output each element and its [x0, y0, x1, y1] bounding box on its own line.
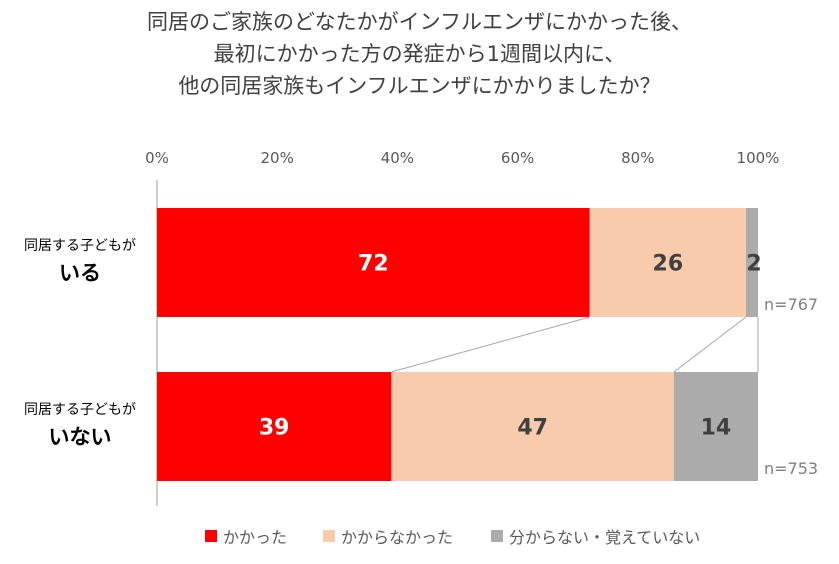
- bar-segment: [589, 208, 746, 317]
- legend-label: かからなかった: [341, 528, 453, 547]
- legend-label: 分からない・覚えていない: [509, 528, 700, 547]
- data-label: 39: [259, 416, 290, 441]
- data-label: 26: [653, 252, 684, 277]
- data-label: 72: [358, 252, 389, 277]
- data-label: 2: [746, 252, 761, 277]
- bar-segment: [391, 372, 674, 481]
- bar-segment: [745, 208, 758, 317]
- category-label-line2: いる: [59, 261, 101, 285]
- legend-swatch: [323, 530, 335, 542]
- bar-segment: [157, 372, 392, 481]
- x-tick-label: 60%: [501, 149, 534, 167]
- x-tick-label: 80%: [621, 149, 654, 167]
- x-tick-label: 40%: [381, 149, 414, 167]
- legend-label: かかった: [223, 528, 287, 547]
- series-connector-line: [673, 316, 747, 373]
- bar-segment: [673, 372, 758, 481]
- title-line-1: 同居のご家族のどなたかがインフルエンザにかかった後、: [147, 10, 692, 34]
- x-tick-label: 0%: [145, 149, 169, 167]
- category-label-line1: 同居する子どもが: [24, 402, 136, 418]
- x-tick-label: 20%: [261, 149, 294, 167]
- title-line-3: 他の同居家族もインフルエンザにかかりましたか？: [178, 74, 661, 98]
- legend-swatch: [491, 530, 503, 542]
- data-label: 47: [517, 416, 548, 441]
- category-label-line2: いない: [49, 425, 112, 449]
- data-label: 14: [701, 416, 732, 441]
- sample-size-label: n=753: [764, 459, 818, 478]
- title-line-2: 最初にかかった方の発症から1週間以内に、: [213, 42, 626, 66]
- x-tick-label: 100%: [737, 149, 780, 167]
- category-label-line1: 同居する子どもが: [24, 238, 136, 254]
- chart-title: 同居のご家族のどなたかがインフルエンザにかかった後、 最初にかかった方の発症から…: [0, 6, 839, 102]
- sample-size-label: n=767: [764, 295, 818, 314]
- bar-segment: [157, 208, 590, 317]
- legend-swatch: [205, 530, 217, 542]
- series-connector-line: [391, 316, 590, 373]
